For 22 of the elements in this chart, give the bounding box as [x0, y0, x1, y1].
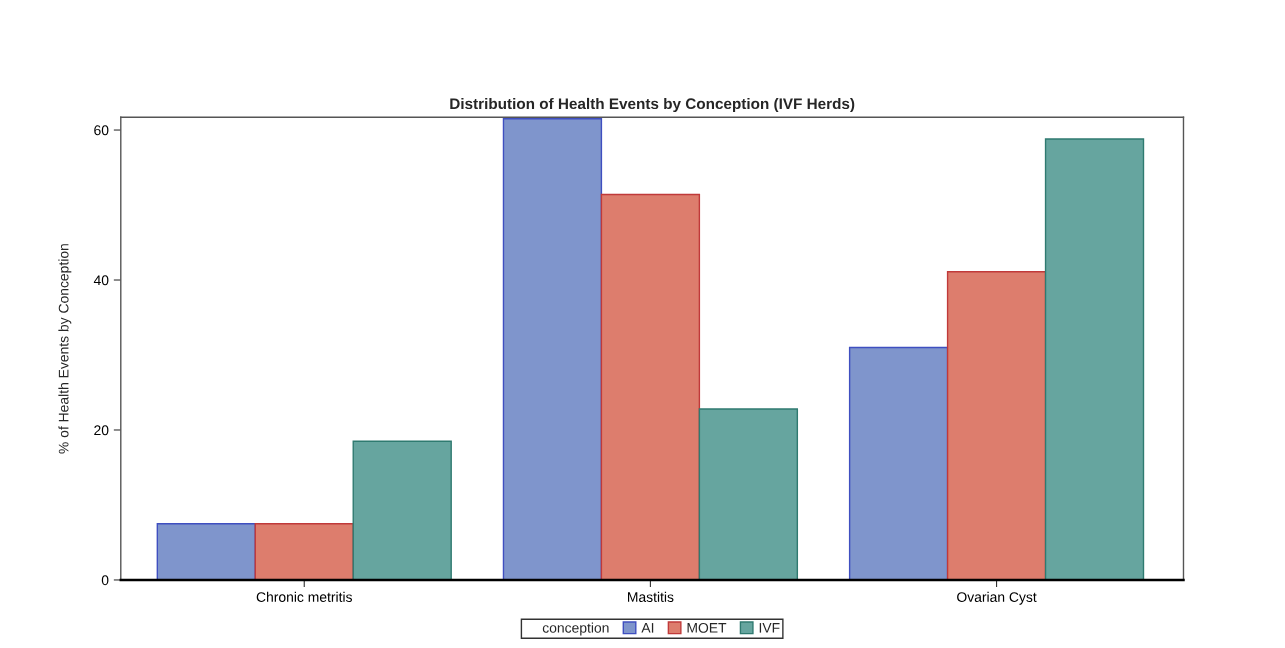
legend-label: IVF [759, 623, 780, 633]
y-tick-label: 40 [93, 275, 109, 286]
chart-title: Distribution of Health Events by Conception (IVF Herds) [450, 97, 855, 113]
x-tick-label: Ovarian Cyst [957, 591, 1037, 605]
legend-label: MOET [687, 622, 727, 633]
legend-title: conception [542, 622, 609, 636]
bar [156, 523, 256, 580]
bar [254, 523, 354, 580]
bar [946, 271, 1047, 580]
x-tick-label: Mastitis [628, 591, 674, 602]
legend-label: AI [641, 623, 654, 633]
y-tick-label: 60 [94, 125, 109, 136]
bar [502, 118, 603, 580]
x-tick-label: Chronic metritis [256, 591, 352, 602]
bar [352, 440, 452, 580]
bar [848, 346, 949, 580]
y-tick-label: 20 [94, 425, 109, 436]
bar [1044, 138, 1145, 580]
y-tick-label: 0 [101, 575, 109, 586]
y-axis-title: % of Health Events by Conception [58, 244, 72, 454]
bar [600, 193, 701, 580]
bar [698, 408, 799, 580]
